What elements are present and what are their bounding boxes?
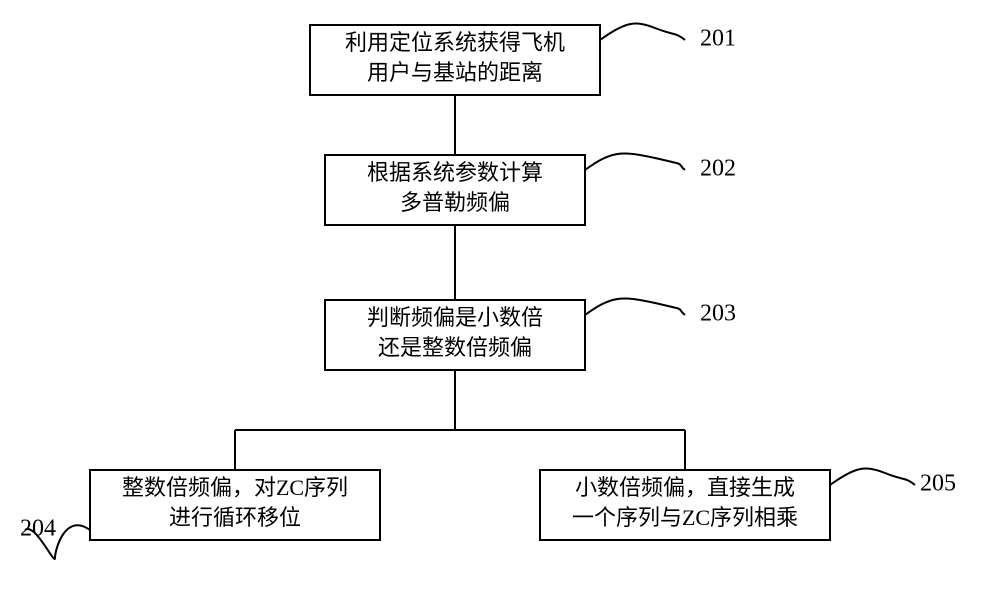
- node-label-n203: 203: [700, 301, 736, 327]
- leader-n202: [585, 154, 685, 170]
- leader-n203: [585, 299, 685, 315]
- flow-node-text-n201-0: 利用定位系统获得飞机: [345, 30, 565, 55]
- flow-node-text-n205-1: 一个序列与ZC序列相乘: [572, 505, 798, 530]
- flow-node-text-n205-0: 小数倍频偏，直接生成: [575, 475, 795, 500]
- flow-node-text-n201-1: 用户与基站的距离: [367, 60, 543, 85]
- leader-n205: [830, 469, 915, 485]
- flow-node-text-n204-1: 进行循环移位: [169, 505, 301, 530]
- flow-node-text-n203-0: 判断频偏是小数倍: [367, 305, 543, 330]
- flow-node-text-n203-1: 还是整数倍频偏: [378, 335, 532, 360]
- flow-node-text-n202-1: 多普勒频偏: [400, 190, 510, 215]
- node-label-n201: 201: [700, 26, 736, 52]
- flow-node-text-n204-0: 整数倍频偏，对ZC序列: [122, 475, 348, 500]
- node-label-n202: 202: [700, 156, 736, 182]
- node-label-n204: 204: [20, 516, 56, 542]
- flow-node-text-n202-0: 根据系统参数计算: [367, 160, 543, 185]
- node-label-n205: 205: [920, 471, 956, 497]
- leader-n201: [600, 24, 685, 40]
